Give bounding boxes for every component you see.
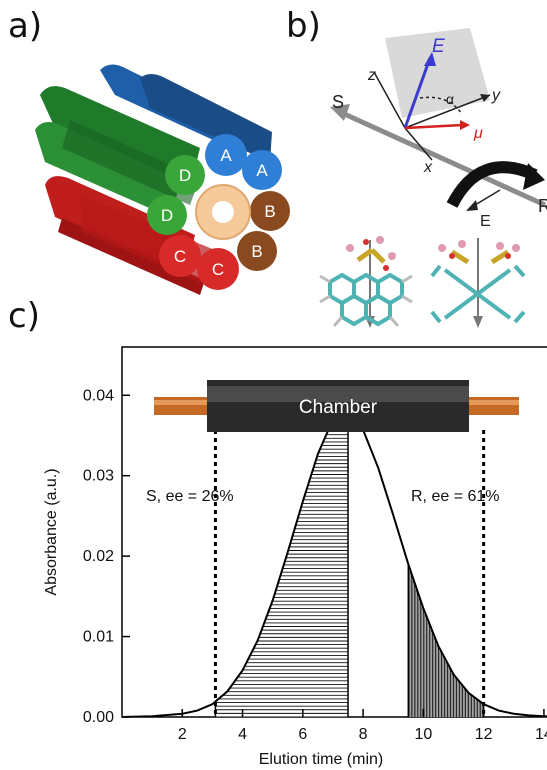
x-tick-label: 12 [475,726,493,743]
orientation-labels: S z y x E μ α E R [332,36,547,230]
center-tube-bore [212,201,234,223]
chamber-tube [154,380,519,432]
alpha-arc [419,96,463,115]
e-label: E [432,36,445,57]
mu-vector [404,123,464,130]
z-axis [373,71,406,129]
y-tick-label: 0.01 [83,629,114,646]
chamber-label: Chamber [299,397,378,418]
tube-cap-labels: A A B B C C D D [161,146,276,279]
shaded-region-2 [408,564,484,717]
y-tick-label: 0.04 [83,387,114,404]
field-plane [385,28,490,118]
hatch-horizontal [215,412,349,717]
x-axis-label: Elution time (min) [259,751,383,768]
y-tick-label: 0.03 [83,468,114,485]
s-axis-arrowhead [330,104,350,121]
y-axis-label: Absorbance (a.u.) [43,468,60,595]
tube-label-d2: D [161,206,173,225]
shaded-region-1 [215,411,349,717]
y-tick-label: 0.00 [83,709,114,726]
r-label: R [538,196,547,216]
x-tick-label: 14 [535,726,547,743]
tube-label-a2: A [256,161,268,180]
tube-label-b2: B [251,242,262,261]
x-label: x [423,159,433,176]
molecule-left [319,236,413,328]
left-annotation: S, ee = 26% [146,488,234,505]
x-tick-label: 2 [178,726,187,743]
x-tick-label: 6 [298,726,307,743]
z-label: z [367,67,376,84]
panel-label-c: c) [8,296,40,336]
tube-label-d1: D [179,166,191,185]
hatch-vertical [407,564,483,717]
y-axis [404,94,491,129]
right-annotation: R, ee = 61% [411,488,500,505]
orientation-schematic [330,28,547,211]
tube-label-c1: C [212,260,224,279]
panel-label-a: a) [8,6,43,46]
x-tick-label: 8 [359,726,368,743]
x-tick-label: 4 [238,726,247,743]
tube-label-c2: C [174,247,186,266]
x-axis [404,127,433,161]
rotation-arrow [446,161,538,208]
tube-end-caps [147,134,290,290]
tube-label-a1: A [220,146,232,165]
panel-label-b: b) [286,6,321,46]
alpha-label: α [446,91,454,107]
e-lower-label: E [480,213,491,230]
tube-label-b1: B [264,202,275,221]
s-r-axis [338,109,547,208]
molecule-right [430,238,526,328]
y-tick-label: 0.02 [83,548,114,565]
s-label: S [332,92,344,112]
mu-label: μ [473,125,483,142]
y-label: y [491,87,501,104]
e-vector [403,57,432,129]
x-tick-label: 10 [414,726,432,743]
